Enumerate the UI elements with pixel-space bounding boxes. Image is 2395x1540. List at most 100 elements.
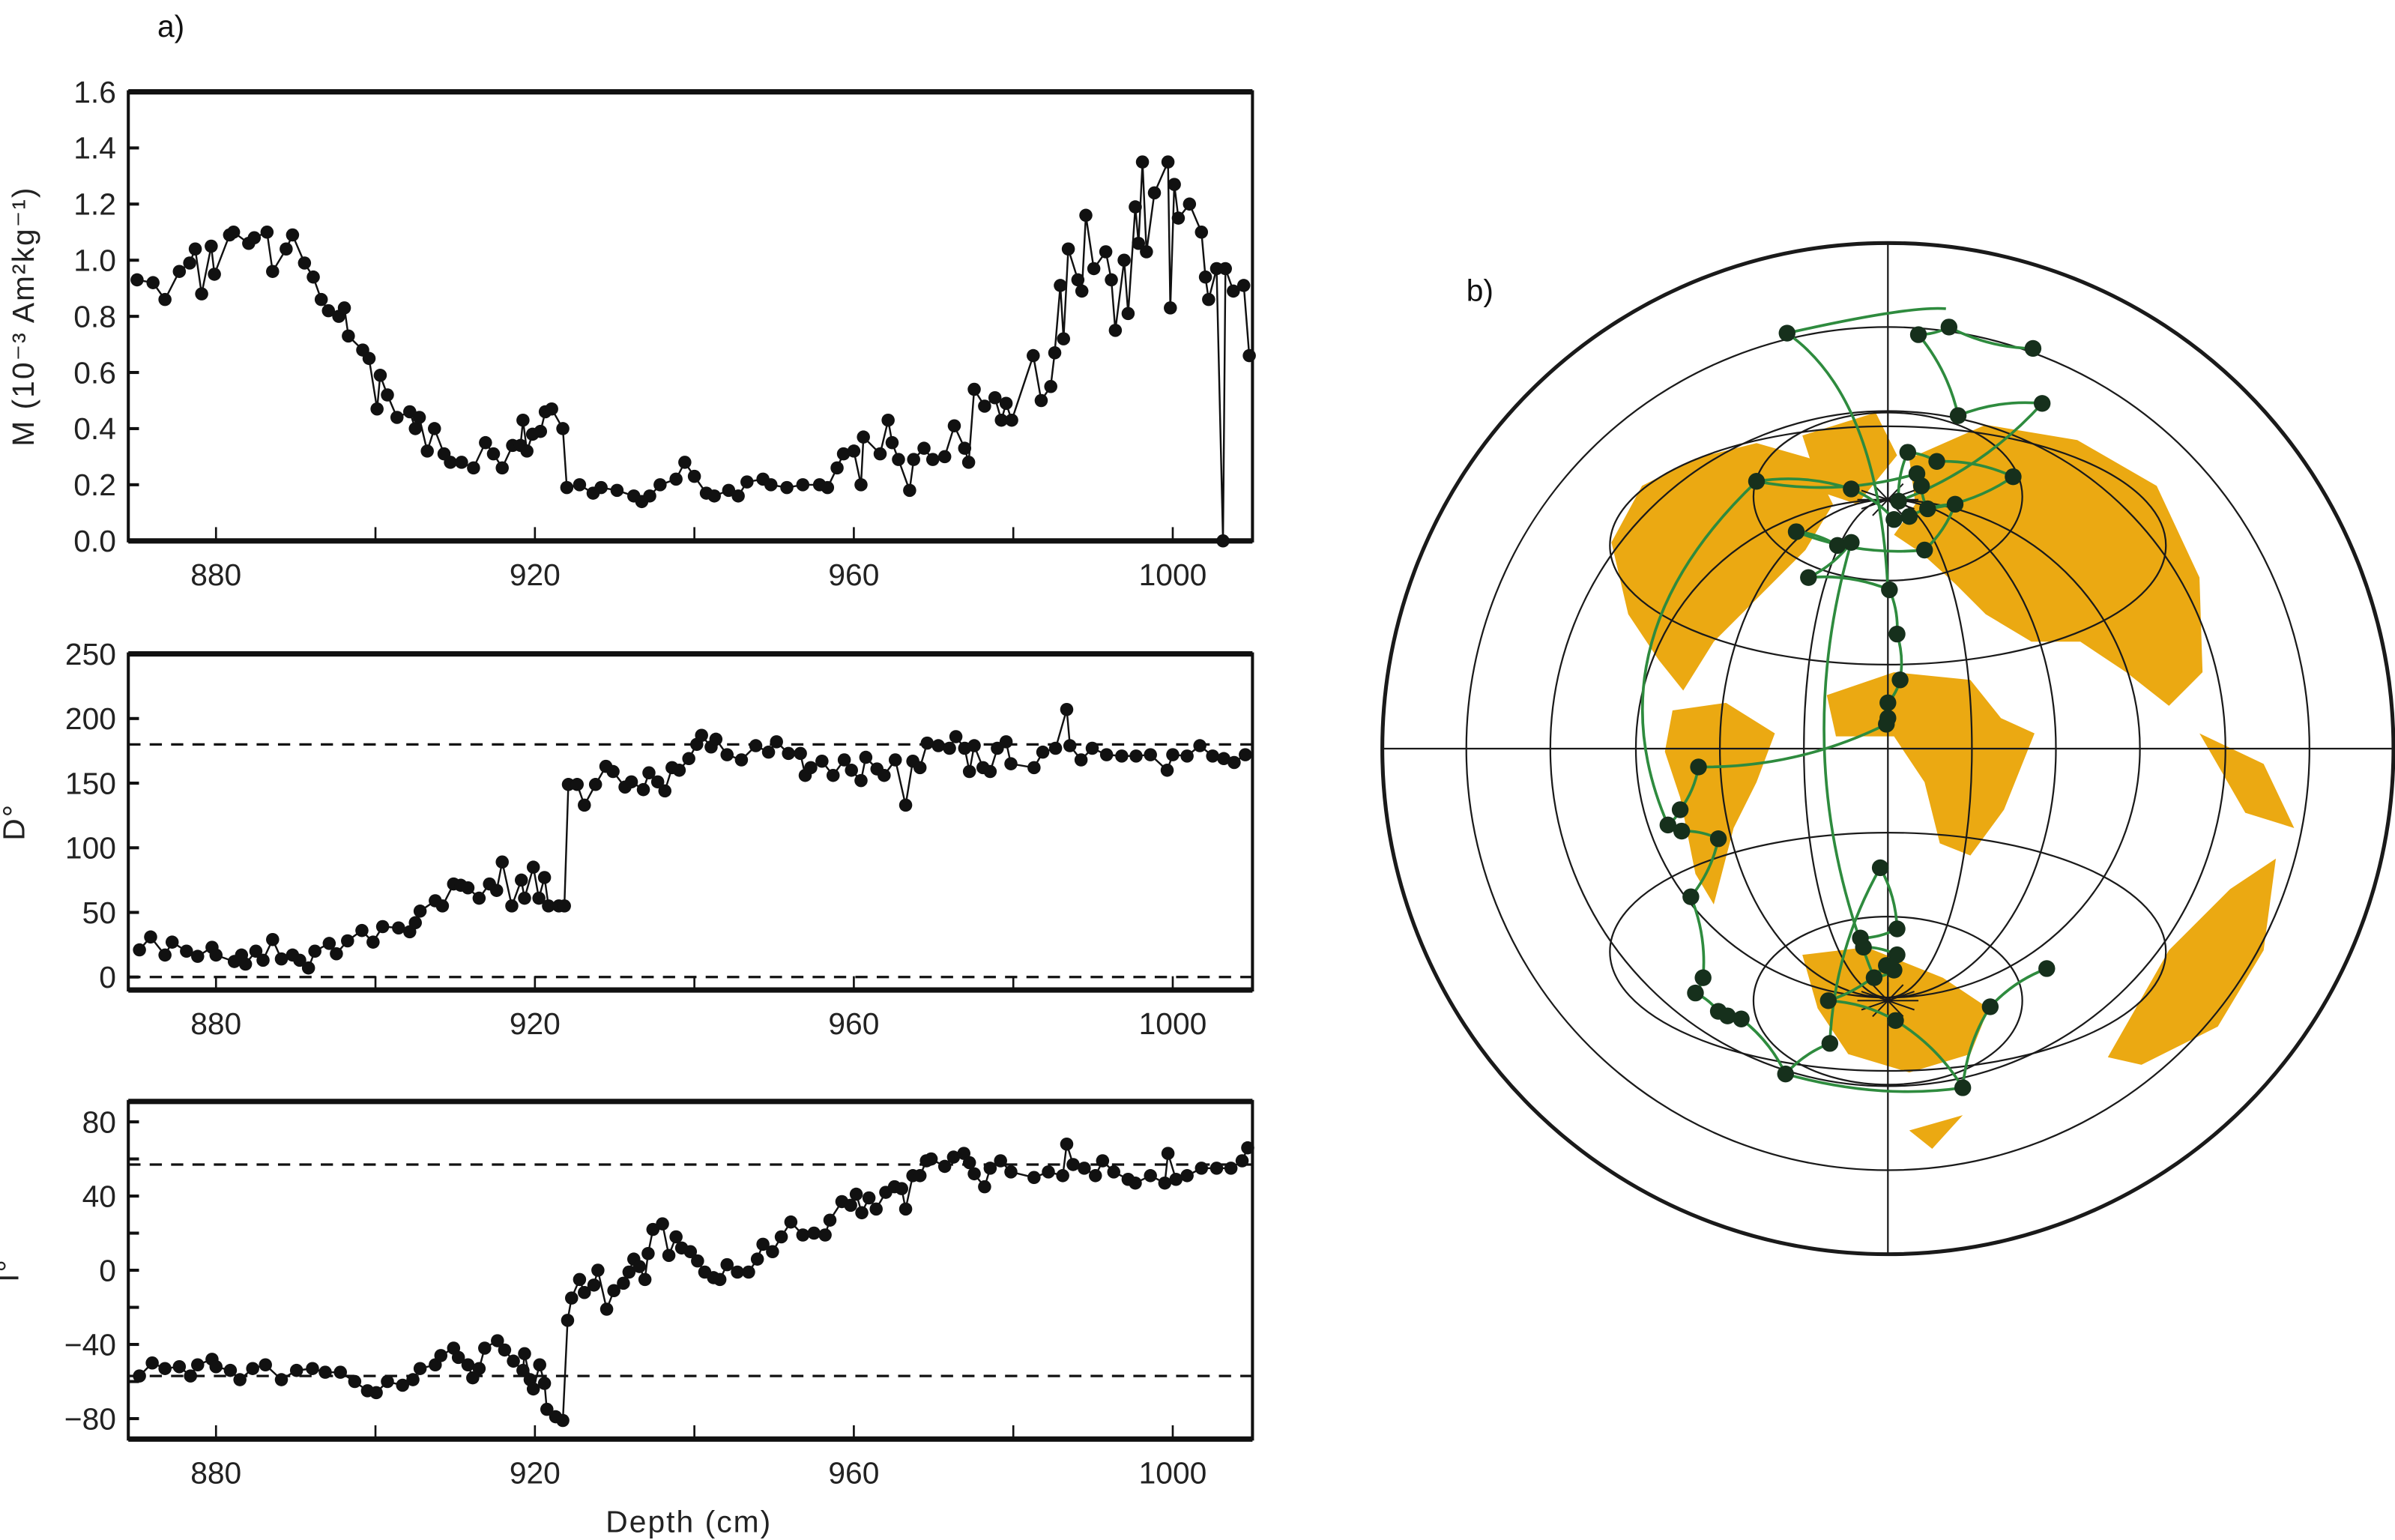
data-point bbox=[1132, 236, 1145, 250]
data-point bbox=[209, 1359, 223, 1374]
data-point bbox=[734, 753, 749, 767]
data-point bbox=[1061, 242, 1075, 256]
x-tick-label: 1000 bbox=[1139, 1455, 1207, 1490]
data-point bbox=[587, 1278, 601, 1292]
data-point bbox=[537, 871, 552, 884]
vgp-point bbox=[1888, 625, 1906, 643]
data-point bbox=[591, 1263, 605, 1277]
data-point bbox=[540, 1402, 554, 1416]
data-point bbox=[1209, 1162, 1224, 1175]
vgp-point bbox=[1777, 1065, 1794, 1083]
data-point bbox=[707, 489, 721, 503]
data-point bbox=[1206, 749, 1219, 763]
data-point bbox=[308, 944, 321, 958]
data-point bbox=[526, 1382, 540, 1396]
vgp-point bbox=[1928, 453, 1945, 470]
data-point bbox=[532, 891, 546, 905]
y-tick-label: −40 bbox=[64, 1327, 116, 1362]
vgp-point bbox=[1899, 444, 1917, 461]
data-point bbox=[1048, 346, 1062, 360]
data-point bbox=[1160, 764, 1174, 777]
data-point bbox=[373, 369, 387, 382]
y-tick-label: 1.6 bbox=[73, 75, 116, 109]
data-point bbox=[782, 746, 795, 761]
x-tick-label: 920 bbox=[510, 1006, 561, 1041]
y-tick-label: 0 bbox=[99, 1253, 116, 1287]
data-point bbox=[878, 768, 891, 782]
vgp-point bbox=[1878, 716, 1895, 733]
data-point bbox=[1048, 741, 1063, 755]
data-point bbox=[455, 456, 468, 469]
data-point bbox=[804, 761, 818, 775]
data-point bbox=[226, 226, 241, 239]
data-point bbox=[205, 239, 218, 253]
data-point bbox=[208, 268, 221, 281]
data-point bbox=[428, 422, 441, 435]
data-point bbox=[461, 1358, 475, 1372]
x-tick-label: 880 bbox=[190, 1455, 241, 1490]
vgp-point bbox=[1843, 480, 1860, 498]
data-point bbox=[678, 456, 692, 469]
landmass bbox=[2199, 733, 2295, 828]
data-point bbox=[403, 405, 417, 419]
y-tick-label: −80 bbox=[64, 1401, 116, 1436]
data-point bbox=[489, 884, 504, 897]
vgp-point bbox=[1787, 523, 1805, 540]
data-point bbox=[917, 441, 931, 455]
y-tick-label: 1.2 bbox=[73, 187, 116, 222]
data-point bbox=[1147, 186, 1162, 200]
data-point bbox=[223, 1363, 238, 1377]
data-point bbox=[561, 1314, 575, 1327]
chart-inclination: 880 920 960 1000 −80 −40 0 40 80 I° bbox=[0, 1099, 1254, 1490]
data-point bbox=[318, 1365, 332, 1379]
data-point bbox=[274, 1373, 289, 1386]
chart-intensity: 880 920 960 1000 0.0 0.2 0.4 0.6 0.8 1.0 1.2 1.4 1.6… bbox=[6, 75, 1256, 592]
data-point bbox=[478, 1341, 492, 1355]
vgp-path bbox=[1822, 542, 1876, 979]
data-point bbox=[518, 891, 531, 905]
data-point bbox=[573, 1272, 587, 1287]
data-point bbox=[1241, 1141, 1254, 1155]
data-point bbox=[246, 1362, 259, 1375]
data-point bbox=[913, 761, 927, 775]
x-tick-label: 960 bbox=[828, 1006, 879, 1041]
data-point bbox=[1218, 262, 1232, 276]
y-tick-label: 0.4 bbox=[73, 411, 116, 446]
data-point bbox=[1171, 211, 1186, 225]
data-point bbox=[638, 1272, 652, 1287]
vgp-point bbox=[2024, 339, 2042, 357]
panel-a-charts: 880 920 960 10000.00.20.40.60.81.01.21.41.6… bbox=[0, 75, 1256, 1490]
data-point bbox=[322, 937, 336, 950]
data-point bbox=[158, 1362, 172, 1375]
data-point bbox=[818, 1228, 832, 1242]
data-point bbox=[472, 891, 486, 905]
data-point bbox=[632, 1260, 646, 1273]
plot-frame bbox=[127, 652, 1254, 992]
data-point bbox=[588, 778, 602, 791]
data-point bbox=[259, 1358, 272, 1372]
data-point bbox=[274, 952, 289, 966]
data-point bbox=[1158, 1176, 1172, 1190]
panel-b-vgp-globe: b) bbox=[1380, 241, 2395, 1256]
data-point bbox=[1060, 702, 1074, 716]
vgp-point bbox=[1671, 801, 1689, 818]
data-point bbox=[658, 784, 672, 798]
data-point bbox=[709, 732, 723, 746]
data-point bbox=[413, 905, 427, 918]
data-point bbox=[761, 745, 776, 759]
data-point bbox=[826, 768, 840, 782]
data-point bbox=[1168, 178, 1181, 191]
vgp-path bbox=[1640, 480, 1758, 826]
data-point bbox=[662, 1248, 676, 1262]
data-point bbox=[731, 1265, 744, 1279]
data-point bbox=[847, 444, 861, 458]
data-point bbox=[821, 480, 835, 495]
data-point bbox=[931, 739, 945, 752]
data-point bbox=[1099, 245, 1113, 259]
data-point bbox=[691, 1254, 704, 1268]
data-point bbox=[1105, 273, 1118, 287]
data-point bbox=[370, 402, 384, 416]
data-point bbox=[862, 1191, 876, 1205]
data-point bbox=[491, 1334, 504, 1347]
vgp-point bbox=[1981, 998, 1999, 1015]
